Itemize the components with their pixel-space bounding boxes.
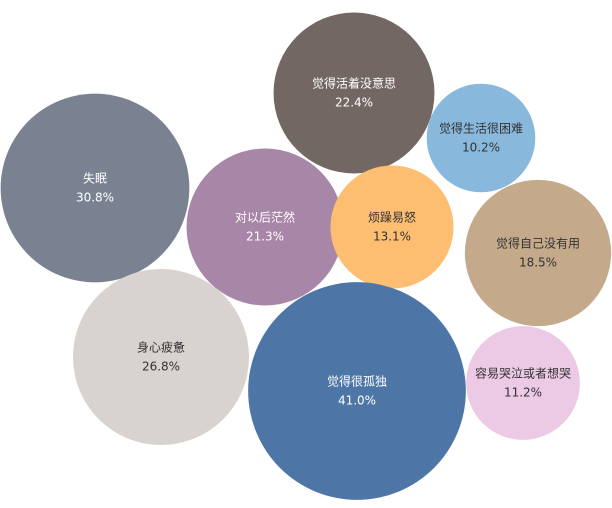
- value-label: 41.0%: [338, 394, 376, 408]
- bubble-label: 觉得自己没有用: [496, 236, 580, 251]
- bubble-label: 身心疲惫: [137, 340, 185, 355]
- bubble: [464, 179, 612, 327]
- bubble: [248, 282, 466, 500]
- value-label: 21.3%: [246, 230, 284, 244]
- value-label: 13.1%: [373, 230, 411, 244]
- bubble: [466, 326, 580, 440]
- value-label: 11.2%: [504, 386, 542, 400]
- bubble-label: 烦躁易怒: [368, 210, 416, 225]
- value-label: 22.4%: [335, 96, 373, 110]
- value-label: 30.8%: [76, 191, 114, 205]
- value-label: 18.5%: [519, 256, 557, 270]
- bubble: [330, 165, 454, 289]
- bubble-label: 容易哭泣或者想哭: [475, 366, 571, 381]
- value-label: 26.8%: [142, 360, 180, 374]
- bubble-label: 失眠: [83, 171, 107, 186]
- bubble: [273, 12, 435, 174]
- bubble: [0, 93, 190, 283]
- bubble-label: 觉得活着没意思: [312, 76, 396, 91]
- value-label: 10.2%: [462, 141, 500, 155]
- bubble-label: 对以后茫然: [235, 210, 295, 225]
- bubble: [426, 83, 536, 193]
- bubble: [186, 148, 344, 306]
- bubble-label: 觉得生活很困难: [439, 121, 523, 136]
- bubble-label: 觉得很孤独: [327, 374, 387, 389]
- bubble: [72, 268, 250, 446]
